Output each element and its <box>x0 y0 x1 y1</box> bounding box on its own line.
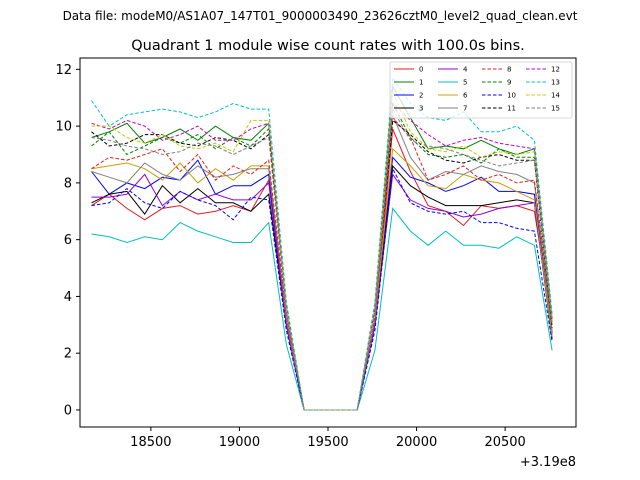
y-tick-label: 2 <box>64 347 72 362</box>
legend-label-14: 14 <box>551 92 560 100</box>
legend-label-9: 9 <box>507 79 511 87</box>
legend-label-12: 12 <box>551 66 560 74</box>
x-tick-label: 19000 <box>219 435 260 450</box>
series-line-2 <box>91 156 553 411</box>
series-line-10 <box>91 167 553 411</box>
x-axis: 18500 19000 19500 20000 20500 <box>130 427 526 450</box>
legend-label-15: 15 <box>551 105 560 113</box>
series-line-11 <box>91 119 553 411</box>
series-line-5 <box>91 207 553 411</box>
legend-label-8: 8 <box>507 66 511 74</box>
legend-label-2: 2 <box>419 92 423 100</box>
legend-label-3: 3 <box>419 105 423 113</box>
x-tick-label: 18500 <box>130 435 171 450</box>
legend-label-6: 6 <box>463 92 468 100</box>
y-axis: 0 2 4 6 8 10 12 <box>55 63 80 418</box>
series-line-15 <box>91 107 553 411</box>
y-tick-label: 6 <box>64 233 72 248</box>
series-line-1 <box>91 84 553 411</box>
legend-label-1: 1 <box>419 79 423 87</box>
series-layer <box>91 76 553 411</box>
y-tick-label: 4 <box>64 290 72 305</box>
series-line-8 <box>91 116 553 411</box>
legend-label-4: 4 <box>463 66 468 74</box>
y-tick-label: 12 <box>55 63 72 78</box>
legend-label-7: 7 <box>463 105 467 113</box>
series-line-14 <box>91 91 553 411</box>
y-tick-label: 8 <box>64 176 72 191</box>
series-line-0 <box>91 128 553 411</box>
series-line-7 <box>91 114 553 411</box>
legend-label-11: 11 <box>507 105 516 113</box>
x-offset-label: +3.19e8 <box>520 455 576 470</box>
figure-suptitle: Data file: modeM0/AS1A07_147T01_90000034… <box>63 9 578 23</box>
chart-title: Quadrant 1 module wise count rates with … <box>131 38 525 54</box>
y-tick-label: 10 <box>55 120 72 135</box>
legend-frame <box>389 61 573 119</box>
x-tick-label: 19500 <box>307 435 348 450</box>
series-line-13 <box>91 76 553 411</box>
x-tick-label: 20500 <box>484 435 525 450</box>
x-tick-label: 20000 <box>396 435 437 450</box>
legend-label-10: 10 <box>507 92 516 100</box>
y-tick-label: 0 <box>64 403 72 418</box>
legend-label-13: 13 <box>551 79 560 87</box>
legend-label-0: 0 <box>419 66 423 74</box>
legend-label-5: 5 <box>463 79 467 87</box>
